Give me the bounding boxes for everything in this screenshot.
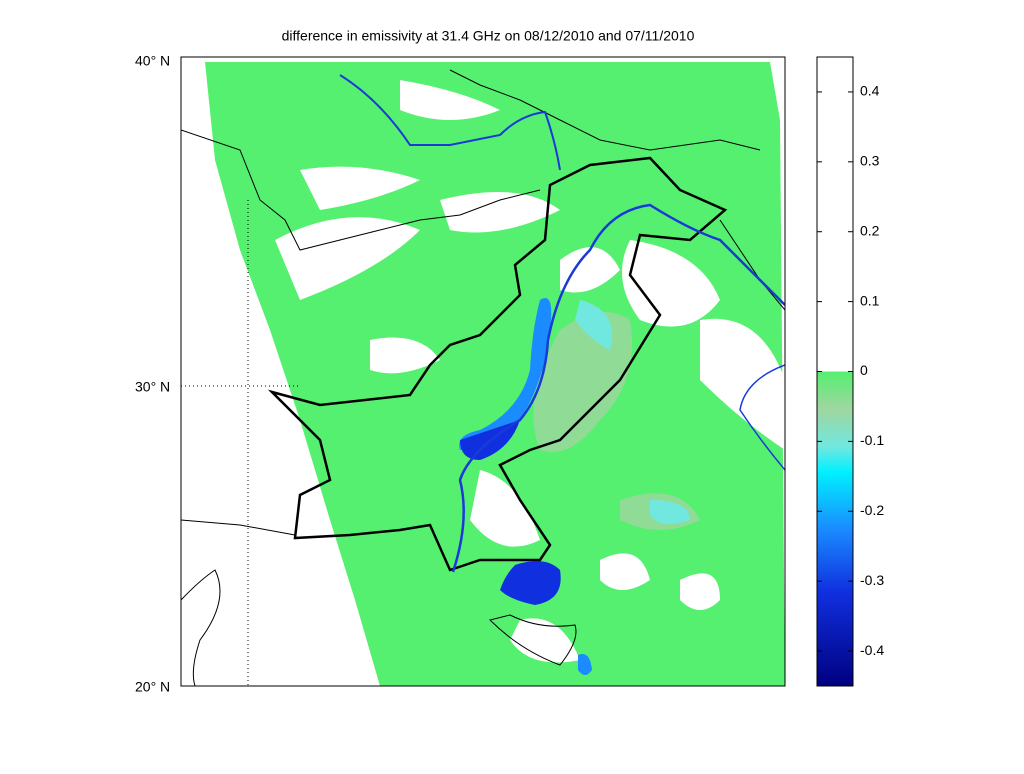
lat-label: 30° N bbox=[135, 379, 170, 395]
map bbox=[181, 57, 785, 686]
colorbar-ticks: 0.4 0.3 0.2 0.1 0 -0.1 -0.2 -0.3 -0.4 bbox=[817, 83, 884, 658]
colorbar-tick-label: -0.4 bbox=[860, 642, 884, 658]
colorbar-tick-label: -0.3 bbox=[860, 572, 884, 588]
colorbar-tick-label: 0.3 bbox=[860, 153, 880, 169]
colorbar bbox=[816, 56, 854, 687]
colorbar-tick-label: 0 bbox=[860, 362, 868, 378]
chart-title: difference in emissivity at 31.4 GHz on … bbox=[282, 28, 695, 44]
map-frame bbox=[180, 56, 786, 687]
colorbar-tick-label: 0.2 bbox=[860, 222, 880, 238]
lat-label: 20° N bbox=[135, 679, 170, 695]
colorbar-tick-label: -0.2 bbox=[860, 502, 884, 518]
colorbar-tick-label: 0.4 bbox=[860, 83, 880, 99]
lat-label: 40° N bbox=[135, 53, 170, 69]
colorbar-tick-label: 0.1 bbox=[860, 292, 880, 308]
colorbar-tick-label: -0.1 bbox=[860, 432, 884, 448]
